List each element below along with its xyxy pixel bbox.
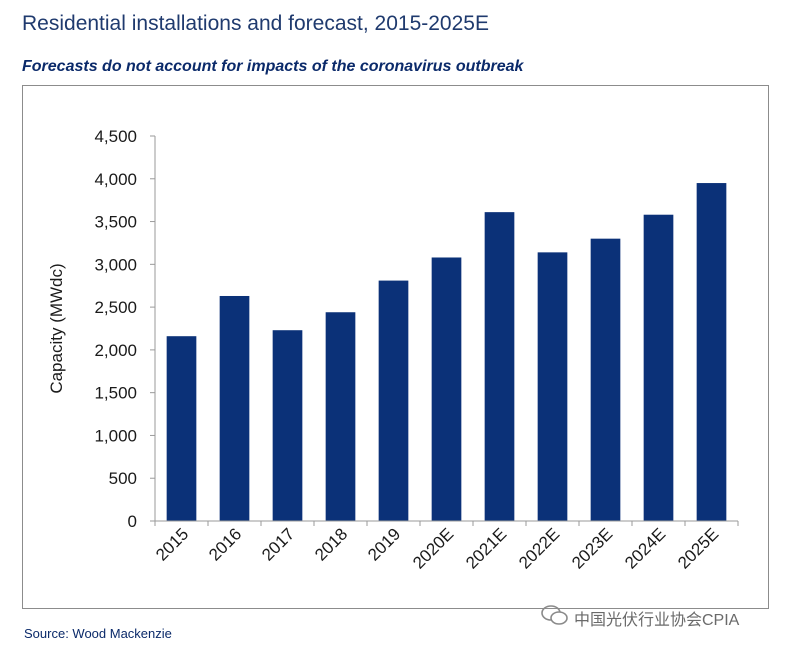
y-tick-label: 3,500: [94, 213, 137, 232]
source-note: Source: Wood Mackenzie: [24, 626, 172, 641]
bar-2019: [378, 280, 409, 521]
bar-2024E: [643, 214, 674, 521]
wechat-icon: [541, 605, 568, 625]
bar-2016: [219, 295, 250, 521]
x-tick-label: 2018: [311, 524, 351, 564]
y-tick-label: 4,000: [94, 170, 137, 189]
y-tick-label: 1,000: [94, 426, 137, 445]
x-tick-label: 2022E: [515, 524, 563, 572]
bar-2021E: [484, 212, 515, 521]
x-tick-label: 2023E: [568, 524, 616, 572]
y-axis-ticks: 0 500 1,000 1,500 2,000 2,500 3,000 3,500 4,000 4…: [94, 127, 155, 531]
chart-subtitle: Forecasts do not account for impacts of …: [22, 58, 524, 75]
y-tick-label: 2,000: [94, 341, 137, 360]
chart-title: Residential installations and forecast, …: [22, 12, 489, 35]
x-tick-label: 2016: [205, 524, 245, 564]
x-axis-ticks: 2015 2016 2017 2018 2019 2020E 2021E 2022E 2023E…: [152, 521, 739, 573]
x-tick-label: 2015: [152, 524, 192, 564]
bar-2022E: [537, 252, 568, 521]
bars-group: [166, 183, 727, 522]
y-tick-label: 4,500: [94, 127, 137, 146]
bar-2025E: [696, 183, 727, 522]
bar-2023E: [590, 238, 621, 521]
watermark-text: 中国光伏行业协会CPIA: [574, 612, 740, 629]
y-tick-label: 500: [109, 469, 137, 488]
y-tick-label: 0: [128, 512, 137, 531]
y-tick-label: 1,500: [94, 384, 137, 403]
y-tick-label: 2,500: [94, 298, 137, 317]
x-tick-label: 2017: [258, 524, 298, 564]
bar-2020E: [431, 257, 462, 521]
x-tick-label: 2019: [364, 524, 404, 564]
bar-2015: [166, 336, 197, 521]
x-tick-label: 2020E: [409, 524, 457, 572]
x-tick-label: 2025E: [674, 524, 722, 572]
x-tick-label: 2021E: [462, 524, 510, 572]
y-tick-label: 3,000: [94, 255, 137, 274]
chart-frame: [22, 85, 769, 609]
y-axis-label: Capacity (MWdc): [47, 263, 66, 393]
bar-2017: [272, 330, 303, 521]
x-tick-label: 2024E: [621, 524, 669, 572]
bar-2018: [325, 312, 356, 521]
